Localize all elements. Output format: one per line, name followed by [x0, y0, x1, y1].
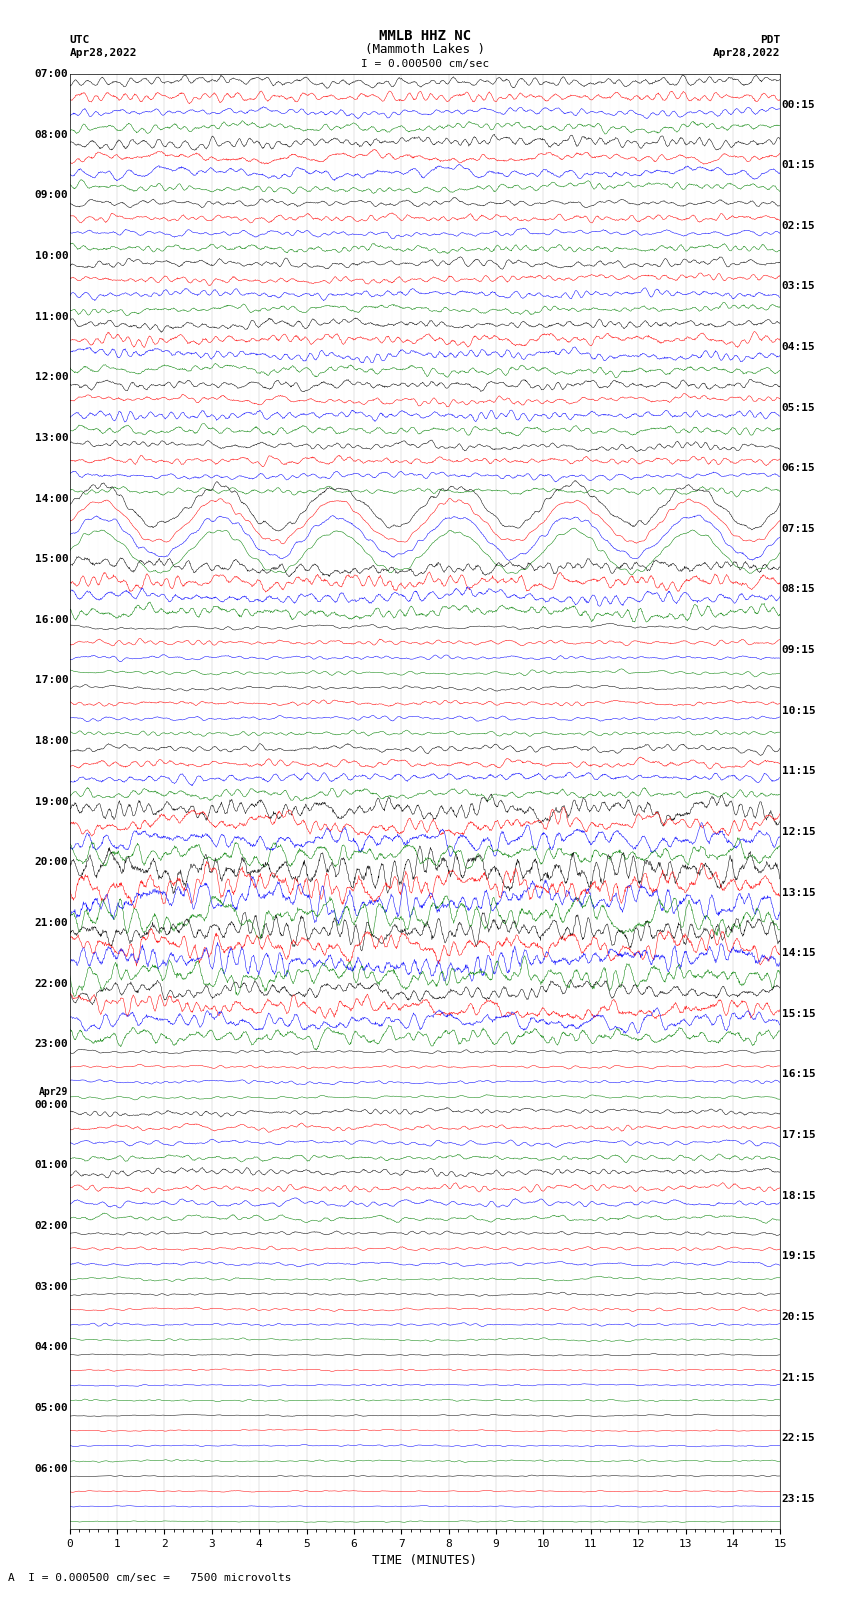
Text: 15:00: 15:00	[35, 555, 68, 565]
Text: 04:00: 04:00	[35, 1342, 68, 1352]
Text: 21:00: 21:00	[35, 918, 68, 927]
Text: 22:00: 22:00	[35, 979, 68, 989]
Text: PDT: PDT	[760, 35, 780, 45]
X-axis label: TIME (MINUTES): TIME (MINUTES)	[372, 1555, 478, 1568]
Text: 22:15: 22:15	[782, 1434, 815, 1444]
Text: 14:15: 14:15	[782, 948, 815, 958]
Text: 01:00: 01:00	[35, 1160, 68, 1171]
Text: 21:15: 21:15	[782, 1373, 815, 1382]
Text: 19:15: 19:15	[782, 1252, 815, 1261]
Text: 00:15: 00:15	[782, 100, 815, 110]
Text: 06:15: 06:15	[782, 463, 815, 473]
Text: Apr28,2022: Apr28,2022	[713, 48, 780, 58]
Text: 16:15: 16:15	[782, 1069, 815, 1079]
Text: 18:15: 18:15	[782, 1190, 815, 1200]
Text: 15:15: 15:15	[782, 1008, 815, 1019]
Text: 12:00: 12:00	[35, 373, 68, 382]
Text: 09:15: 09:15	[782, 645, 815, 655]
Text: 14:00: 14:00	[35, 494, 68, 503]
Text: 01:15: 01:15	[782, 160, 815, 169]
Text: 04:15: 04:15	[782, 342, 815, 352]
Text: 09:00: 09:00	[35, 190, 68, 200]
Text: 11:15: 11:15	[782, 766, 815, 776]
Text: I = 0.000500 cm/sec: I = 0.000500 cm/sec	[361, 58, 489, 69]
Text: 13:15: 13:15	[782, 887, 815, 897]
Text: 00:00: 00:00	[35, 1100, 68, 1110]
Text: 12:15: 12:15	[782, 827, 815, 837]
Text: 11:00: 11:00	[35, 311, 68, 321]
Text: 17:00: 17:00	[35, 676, 68, 686]
Text: 05:15: 05:15	[782, 403, 815, 413]
Text: 07:15: 07:15	[782, 524, 815, 534]
Text: 02:00: 02:00	[35, 1221, 68, 1231]
Text: A  I = 0.000500 cm/sec =   7500 microvolts: A I = 0.000500 cm/sec = 7500 microvolts	[8, 1573, 292, 1582]
Text: 08:15: 08:15	[782, 584, 815, 595]
Text: 03:00: 03:00	[35, 1282, 68, 1292]
Text: 13:00: 13:00	[35, 432, 68, 444]
Text: 23:00: 23:00	[35, 1039, 68, 1048]
Text: Apr29: Apr29	[39, 1087, 68, 1097]
Text: 10:15: 10:15	[782, 706, 815, 716]
Text: 05:00: 05:00	[35, 1403, 68, 1413]
Text: 16:00: 16:00	[35, 615, 68, 624]
Text: 18:00: 18:00	[35, 736, 68, 747]
Text: 17:15: 17:15	[782, 1131, 815, 1140]
Text: 20:00: 20:00	[35, 857, 68, 868]
Text: 10:00: 10:00	[35, 252, 68, 261]
Text: 08:00: 08:00	[35, 129, 68, 140]
Text: 07:00: 07:00	[35, 69, 68, 79]
Text: 20:15: 20:15	[782, 1311, 815, 1323]
Text: MMLB HHZ NC: MMLB HHZ NC	[379, 29, 471, 44]
Text: UTC: UTC	[70, 35, 90, 45]
Text: Apr28,2022: Apr28,2022	[70, 48, 137, 58]
Text: 23:15: 23:15	[782, 1494, 815, 1503]
Text: 02:15: 02:15	[782, 221, 815, 231]
Text: (Mammoth Lakes ): (Mammoth Lakes )	[365, 44, 485, 56]
Text: 19:00: 19:00	[35, 797, 68, 806]
Text: 06:00: 06:00	[35, 1463, 68, 1474]
Text: 03:15: 03:15	[782, 281, 815, 292]
